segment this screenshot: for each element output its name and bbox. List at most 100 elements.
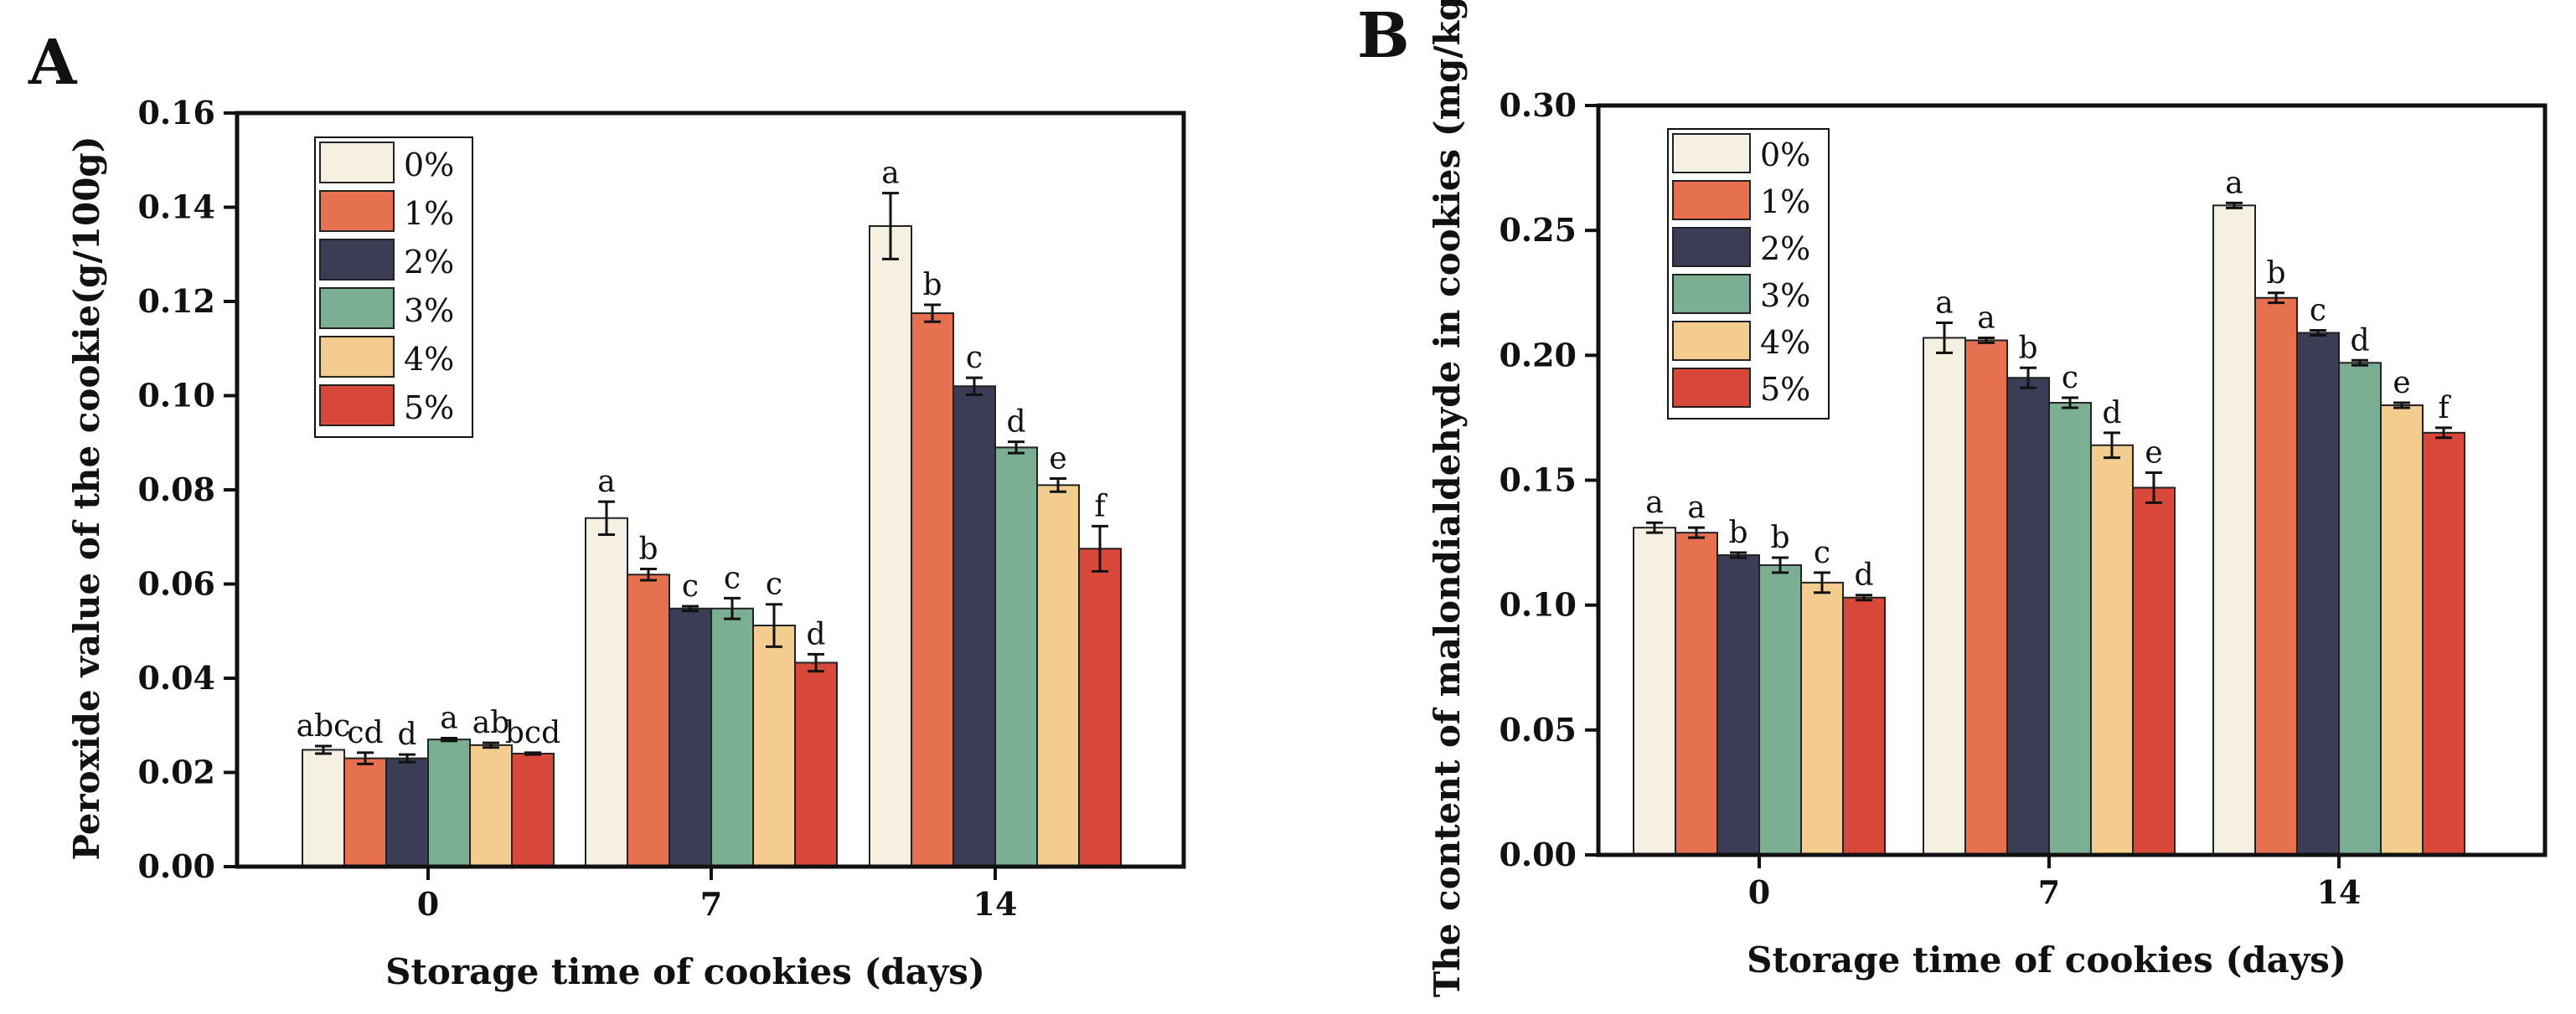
y-tick-label: 0.00 xyxy=(137,847,215,885)
bar xyxy=(2132,486,2176,856)
y-tick-label: 0.25 xyxy=(1499,211,1577,249)
significance-label: f xyxy=(2438,391,2451,425)
bar xyxy=(1633,527,1676,857)
x-axis-title: Storage time of cookies (days) xyxy=(1747,939,2346,981)
significance-label: d xyxy=(806,617,825,651)
x-axis-title: Storage time of cookies (days) xyxy=(385,951,985,992)
bar xyxy=(994,446,1038,867)
significance-label: a xyxy=(597,465,615,499)
y-tick-label: 0.12 xyxy=(137,282,215,320)
significance-label: b xyxy=(638,533,658,567)
legend-swatch xyxy=(1672,133,1751,173)
bar xyxy=(2338,362,2382,856)
x-tick-label: 0 xyxy=(1748,873,1770,911)
bar xyxy=(1923,337,1966,856)
legend-label: 5% xyxy=(404,389,454,426)
significance-label: bcd xyxy=(505,716,560,750)
y-tick-label: 0.20 xyxy=(1499,336,1577,373)
significance-label: e xyxy=(1049,442,1066,476)
legend-swatch xyxy=(1672,227,1751,267)
y-tick-label: 0.10 xyxy=(1499,586,1577,624)
bar xyxy=(794,661,838,867)
legend-label: 1% xyxy=(404,195,454,232)
significance-label: a xyxy=(1645,486,1663,520)
bar xyxy=(1675,532,1718,857)
significance-label: d xyxy=(397,718,416,752)
x-tick-label: 0 xyxy=(417,885,439,923)
bar xyxy=(1078,548,1122,867)
bar xyxy=(869,225,912,867)
significance-label: d xyxy=(2102,396,2121,430)
legend-label: 3% xyxy=(404,292,454,329)
legend-label: 3% xyxy=(1760,277,1810,314)
legend-label: 4% xyxy=(404,341,454,378)
significance-label: a xyxy=(2225,166,2243,200)
y-tick-label: 0.06 xyxy=(137,565,215,603)
bar xyxy=(469,744,513,867)
significance-label: f xyxy=(1094,489,1107,523)
legend-swatch xyxy=(319,287,395,329)
significance-label: e xyxy=(2145,436,2162,471)
bar xyxy=(1842,596,1886,856)
bar xyxy=(1716,554,1760,856)
legend-swatch xyxy=(1672,321,1751,361)
bar xyxy=(2048,402,2092,856)
y-tick-label: 0.08 xyxy=(137,471,215,508)
x-tick-label: 7 xyxy=(700,885,722,923)
significance-label: cd xyxy=(347,716,383,750)
legend-label: 4% xyxy=(1760,324,1810,361)
y-tick-label: 0.30 xyxy=(1499,86,1577,124)
bar xyxy=(427,739,471,867)
plot-frame xyxy=(1596,103,2548,857)
bar xyxy=(2212,204,2256,857)
bar xyxy=(2422,431,2465,856)
legend-label: 2% xyxy=(404,244,454,281)
significance-label: c xyxy=(2062,361,2078,395)
legend-label: 5% xyxy=(1760,371,1810,408)
y-tick-label: 0.00 xyxy=(1499,836,1577,873)
y-tick-label: 0.14 xyxy=(137,188,215,226)
significance-label: c xyxy=(682,569,699,604)
bar xyxy=(1036,484,1080,867)
legend-swatch xyxy=(319,190,395,232)
x-tick-label: 14 xyxy=(2317,873,2362,911)
legend-swatch xyxy=(1672,368,1751,408)
significance-label: b xyxy=(2266,256,2285,291)
legend-label: 1% xyxy=(1760,183,1810,220)
legend-swatch xyxy=(319,384,395,426)
legend: 0% 1% 2% 3% 4% 5% xyxy=(314,136,473,438)
bar xyxy=(1758,564,1802,857)
x-tick-label: 7 xyxy=(2038,873,2060,911)
significance-label: e xyxy=(2393,366,2410,400)
legend-label: 0% xyxy=(1760,136,1810,173)
significance-label: c xyxy=(724,561,741,595)
y-tick-label: 0.10 xyxy=(137,377,215,414)
plot-frame xyxy=(235,111,1186,869)
bar xyxy=(2296,332,2340,856)
legend-swatch xyxy=(1672,180,1751,220)
panel-label: B xyxy=(1357,0,1410,72)
bar xyxy=(669,607,712,867)
y-tick-label: 0.04 xyxy=(137,659,215,697)
bar xyxy=(752,625,796,867)
bar xyxy=(585,517,628,867)
significance-label: c xyxy=(966,341,983,375)
significance-label: d xyxy=(1854,558,1873,593)
x-tick-label: 14 xyxy=(973,885,1018,923)
significance-label: a xyxy=(1687,491,1705,525)
legend-swatch xyxy=(319,239,395,281)
bar xyxy=(385,757,429,867)
significance-label: ab xyxy=(472,706,510,740)
y-axis-title: Peroxide value of the cookie(g/100g) xyxy=(66,136,107,860)
bar xyxy=(1800,581,1844,856)
significance-label: a xyxy=(881,157,899,191)
significance-label: c xyxy=(2310,294,2326,328)
y-tick-label: 0.05 xyxy=(1499,711,1577,749)
significance-label: b xyxy=(1770,521,1789,555)
significance-label: abc xyxy=(297,709,351,744)
y-axis-title: The content of malondialdehyde in cookie… xyxy=(1427,0,1468,997)
bar xyxy=(627,574,670,867)
bar xyxy=(2254,296,2298,856)
